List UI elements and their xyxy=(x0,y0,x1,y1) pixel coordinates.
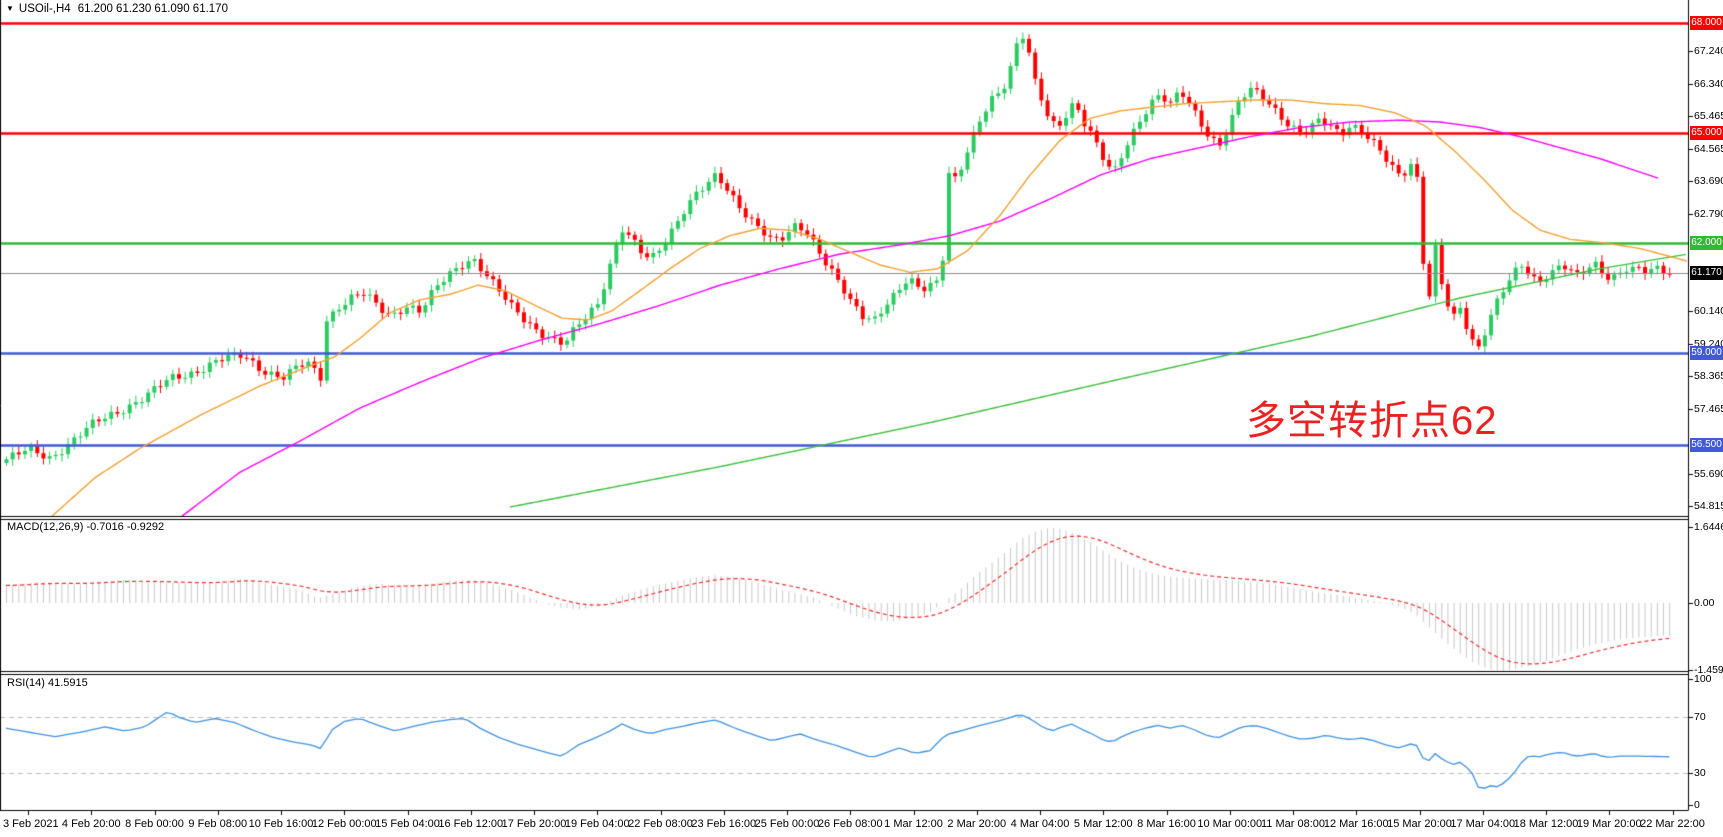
price-tick-label: 58.365 xyxy=(1694,370,1723,383)
time-label: 5 Mar 12:00 xyxy=(1073,818,1133,830)
time-label: 17 Feb 20:00 xyxy=(501,818,567,830)
rsi-indicator-label: RSI(14) 41.5915 xyxy=(7,677,88,689)
time-label: 12 Mar 16:00 xyxy=(1323,818,1389,830)
time-label: 8 Mar 16:00 xyxy=(1137,818,1196,830)
time-label: 19 Feb 04:00 xyxy=(564,818,630,830)
price-tick-label: 55.690 xyxy=(1694,468,1723,481)
time-label: 18 Mar 12:00 xyxy=(1513,818,1579,830)
macd-tick-label: 0.00 xyxy=(1694,597,1715,609)
price-level-badge: 59.000 xyxy=(1690,346,1723,360)
quote-ohlc: 61.200 61.230 61.090 61.170 xyxy=(77,3,228,15)
time-label: 22 Mar 22:00 xyxy=(1640,818,1705,830)
price-tick-label: 60.140 xyxy=(1694,305,1723,318)
time-label: 10 Feb 16:00 xyxy=(248,818,314,830)
symbol-timeframe: USOil-,H4 xyxy=(18,3,71,15)
annotation-text: 多空转折点62 xyxy=(1246,399,1498,443)
rsi-tick-label: 100 xyxy=(1694,673,1712,685)
macd-tick-label: -1.4594 xyxy=(1694,664,1723,677)
macd-indicator-label: MACD(12,26,9) -0.7016 -0.9292 xyxy=(7,521,165,533)
time-label: 11 Mar 08:00 xyxy=(1260,818,1326,830)
time-label: 15 Mar 20:00 xyxy=(1387,818,1452,830)
time-label: 26 Feb 08:00 xyxy=(817,818,883,830)
time-label: 15 Feb 04:00 xyxy=(375,818,440,830)
time-label: 22 Feb 08:00 xyxy=(628,818,693,830)
price-level-badge: 62.000 xyxy=(1690,236,1723,250)
price-tick-label: 66.340 xyxy=(1694,77,1723,90)
time-label: 16 Feb 12:00 xyxy=(438,818,504,830)
time-label: 1 Mar 12:00 xyxy=(884,818,943,830)
time-label: 2 Mar 20:00 xyxy=(947,818,1007,830)
time-label: 19 Mar 20:00 xyxy=(1576,818,1642,830)
time-label: 8 Feb 00:00 xyxy=(125,818,184,830)
price-level-badge: 68.000 xyxy=(1690,16,1723,30)
price-level-badge: 61.170 xyxy=(1690,266,1723,281)
time-label: 4 Mar 04:00 xyxy=(1010,818,1070,830)
price-tick-label: 67.240 xyxy=(1694,44,1723,57)
price-tick-label: 54.815 xyxy=(1694,500,1723,513)
time-label: 12 Feb 00:00 xyxy=(311,818,377,830)
time-label: 9 Feb 08:00 xyxy=(188,818,248,830)
price-tick-label: 63.690 xyxy=(1694,175,1723,188)
symbol-info: ▼ USOil-,H4 61.200 61.230 61.090 61.170 xyxy=(6,3,228,15)
price-tick-label: 64.565 xyxy=(1694,142,1723,155)
price-tick-label: 62.790 xyxy=(1694,208,1723,221)
price-tick-label: 57.465 xyxy=(1694,403,1723,416)
time-label: 10 Mar 00:00 xyxy=(1197,818,1263,830)
rsi-tick-label: 70 xyxy=(1694,711,1706,723)
price-level-badge: 65.000 xyxy=(1690,126,1723,140)
rsi-tick-label: 0 xyxy=(1694,799,1700,811)
macd-tick-label: 1.6446 xyxy=(1694,521,1723,534)
price-level-badge: 56.500 xyxy=(1690,437,1723,452)
time-label: 3 Feb 2021 xyxy=(3,818,59,830)
time-label: 25 Feb 00:00 xyxy=(754,818,820,830)
chevron-down-icon[interactable]: ▼ xyxy=(6,4,14,13)
time-label: 4 Feb 20:00 xyxy=(61,818,121,830)
price-tick-label: 65.465 xyxy=(1694,109,1723,122)
time-label: 23 Feb 16:00 xyxy=(691,818,757,830)
time-label: 17 Mar 04:00 xyxy=(1450,818,1516,830)
rsi-tick-label: 30 xyxy=(1694,767,1706,779)
